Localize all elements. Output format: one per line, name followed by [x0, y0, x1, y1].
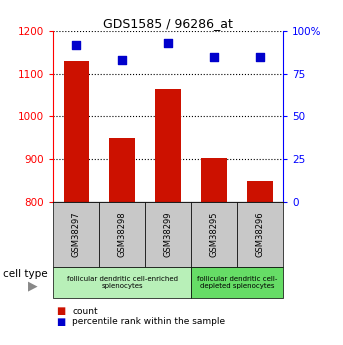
Text: ▶: ▶	[28, 280, 37, 293]
Point	[119, 57, 125, 63]
Text: cell type: cell type	[3, 269, 48, 279]
Text: follicular dendritic cell-
depleted splenocytes: follicular dendritic cell- depleted sple…	[197, 276, 277, 289]
Text: GSM38295: GSM38295	[210, 212, 218, 257]
Text: GSM38297: GSM38297	[72, 212, 81, 257]
Point	[165, 40, 171, 46]
Text: ■: ■	[57, 306, 66, 316]
Title: GDS1585 / 96286_at: GDS1585 / 96286_at	[103, 17, 233, 30]
Text: follicular dendritic cell-enriched
splenocytes: follicular dendritic cell-enriched splen…	[67, 276, 178, 289]
Point	[73, 42, 79, 48]
Text: GSM38298: GSM38298	[118, 212, 127, 257]
Bar	[201, 158, 227, 202]
Text: count: count	[72, 307, 98, 316]
Text: ■: ■	[57, 317, 66, 326]
Point	[211, 54, 217, 59]
Point	[257, 54, 263, 59]
Text: GSM38296: GSM38296	[256, 212, 264, 257]
Bar	[155, 89, 181, 202]
Text: GSM38299: GSM38299	[164, 212, 173, 257]
Bar	[109, 138, 135, 202]
Bar	[63, 61, 89, 202]
Text: percentile rank within the sample: percentile rank within the sample	[72, 317, 225, 326]
Bar	[247, 181, 273, 202]
